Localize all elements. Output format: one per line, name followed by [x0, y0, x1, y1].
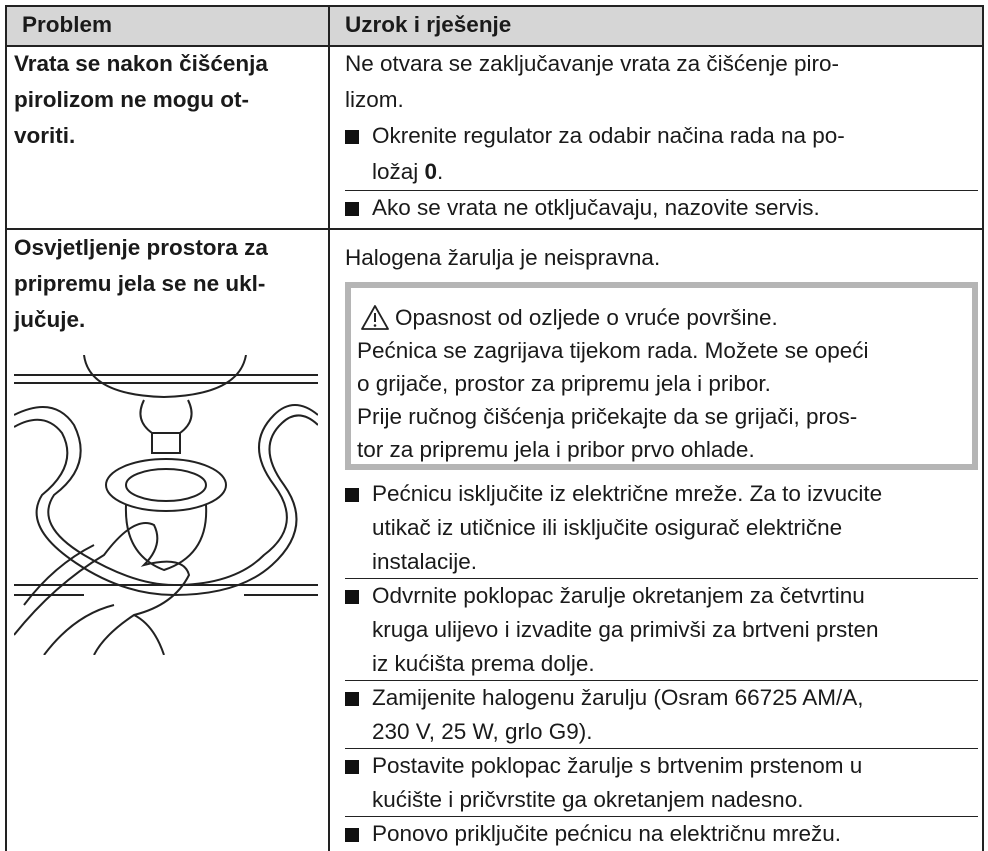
warning-icon	[361, 305, 389, 330]
bullet	[345, 130, 359, 144]
bullet	[345, 760, 359, 774]
problem-text: pirolizom ne mogu ot-	[14, 87, 249, 112]
header-cell: Problem	[22, 12, 113, 37]
text-run: Pećnicu isključite iz električne mreže. …	[372, 481, 883, 506]
problem-text: jučuje.	[14, 307, 86, 332]
text-run: Ponovo priključite pećnicu na električnu…	[372, 821, 841, 846]
bullet-text: kućište i pričvrstite ga okretanjem nade…	[372, 787, 803, 813]
separator	[345, 190, 978, 191]
separator	[345, 816, 978, 817]
text-run: Ako se vrata ne otključavaju, nazovite s…	[372, 195, 820, 220]
lamp-illustration	[14, 355, 318, 655]
bullet	[345, 590, 359, 604]
border	[328, 5, 330, 851]
header-bg	[5, 5, 983, 45]
warning-text: Pećnica se zagrijava tijekom rada. Možet…	[357, 338, 869, 363]
bullet-text: Odvrnite poklopac žarulje okretanjem za …	[372, 583, 865, 609]
warning-text: Prije ručnog čišćenja pričekajte da se g…	[357, 404, 858, 429]
cause-text: Ne otvara se zaključavanje vrata za čišć…	[345, 51, 839, 76]
separator	[345, 680, 978, 681]
text-run: kruga ulijevo i izvadite ga primivši za …	[372, 617, 879, 642]
bullet-text: 230 V, 25 W, grlo G9).	[372, 719, 593, 745]
text-run: .	[437, 159, 444, 184]
bullet-text: Pećnicu isključite iz električne mreže. …	[372, 481, 882, 507]
warning-box	[345, 282, 978, 470]
warning-title: Opasnost od ozljede o vruće površine.	[395, 305, 778, 330]
header-cell: Uzrok i rješenje	[345, 12, 512, 37]
bullet-text: kruga ulijevo i izvadite ga primivši za …	[372, 617, 878, 643]
border	[5, 5, 983, 7]
text-run: kućište i pričvrstite ga okretanjem nade…	[372, 787, 804, 812]
text-run: ložaj	[372, 159, 425, 184]
cause-text: Halogena žarulja je neispravna.	[345, 245, 661, 270]
border	[5, 5, 7, 851]
text-run: utikač iz utičnice ili isključite osigur…	[372, 515, 843, 540]
text-run: instalacije.	[372, 549, 478, 574]
bullet-text: Ako se vrata ne otključavaju, nazovite s…	[372, 195, 820, 221]
problem-text: pripremu jela se ne ukl-	[14, 271, 266, 296]
border	[982, 5, 984, 851]
bullet-text: iz kućišta prema dolje.	[372, 651, 595, 677]
bullet-text: ložaj 0.	[372, 159, 443, 185]
text-run: 0	[424, 159, 438, 184]
problem-text: Vrata se nakon čišćenja	[14, 51, 268, 76]
warning-text: tor za pripremu jela i pribor prvo ohlad…	[357, 437, 755, 462]
separator	[345, 748, 978, 749]
text-run: Odvrnite poklopac žarulje okretanjem za …	[372, 583, 865, 608]
border	[5, 45, 983, 47]
border	[5, 228, 983, 230]
bullet-text: Okrenite regulator za odabir načina rada…	[372, 123, 845, 149]
bullet-text: Postavite poklopac žarulje s brtvenim pr…	[372, 753, 862, 779]
text-run: 230 V, 25 W, grlo G9).	[372, 719, 593, 744]
text-run: Zamijenite halogenu žarulju (Osram 66725…	[372, 685, 864, 710]
text-run: Postavite poklopac žarulje s brtvenim pr…	[372, 753, 863, 778]
warning-text: o grijače, prostor za pripremu jela i pr…	[357, 371, 771, 396]
problem-text: voriti.	[14, 123, 76, 148]
text-run: Okrenite regulator za odabir načina rada…	[372, 123, 845, 148]
bullet-text: Zamijenite halogenu žarulju (Osram 66725…	[372, 685, 864, 711]
bullet	[345, 692, 359, 706]
bullet-text: utikač iz utičnice ili isključite osigur…	[372, 515, 842, 541]
problem-text: Osvjetljenje prostora za	[14, 235, 268, 260]
separator	[345, 578, 978, 579]
bullet	[345, 488, 359, 502]
bullet-text: instalacije.	[372, 549, 477, 575]
bullet	[345, 828, 359, 842]
text-run: iz kućišta prema dolje.	[372, 651, 595, 676]
bullet-text: Ponovo priključite pećnicu na električnu…	[372, 821, 841, 847]
cause-text: lizom.	[345, 87, 404, 112]
bullet	[345, 202, 359, 216]
